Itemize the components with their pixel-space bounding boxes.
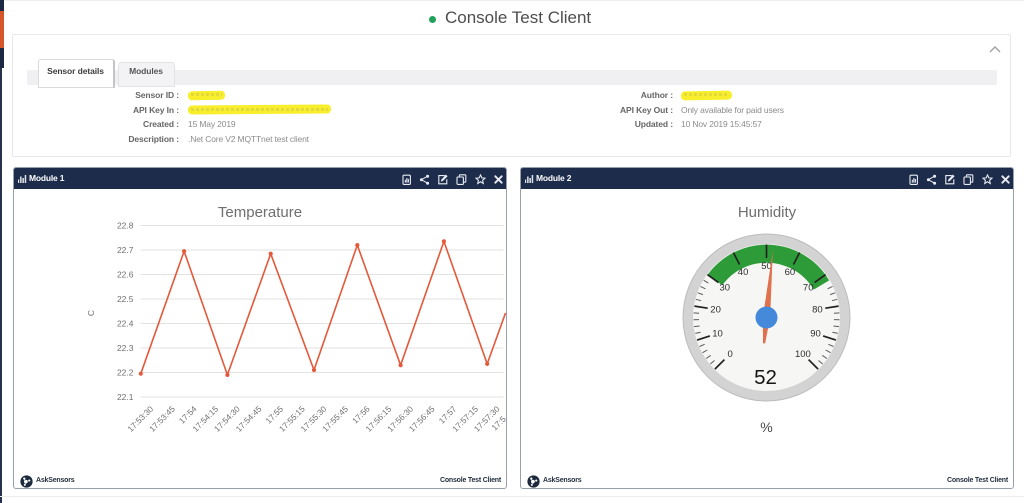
svg-text:30: 30 — [720, 282, 731, 293]
svg-text:22.8: 22.8 — [117, 221, 134, 231]
svg-text:22.5: 22.5 — [117, 294, 134, 304]
svg-text:Temperature: Temperature — [218, 204, 302, 221]
svg-text:%: % — [760, 419, 772, 435]
svg-text:100: 100 — [795, 349, 811, 360]
svg-text:80: 80 — [812, 305, 823, 316]
svg-text:0: 0 — [727, 349, 732, 360]
svg-text:40: 40 — [738, 267, 749, 278]
svg-text:90: 90 — [810, 329, 821, 340]
svg-text:22.2: 22.2 — [117, 368, 134, 378]
svg-text:10: 10 — [712, 329, 723, 340]
svg-text:22.6: 22.6 — [117, 270, 134, 280]
svg-text:C: C — [86, 310, 96, 316]
svg-text:60: 60 — [785, 267, 796, 278]
svg-text:22.3: 22.3 — [117, 343, 134, 353]
svg-text:22.1: 22.1 — [117, 392, 134, 402]
svg-text:20: 20 — [710, 305, 721, 316]
svg-text:Humidity: Humidity — [738, 204, 797, 221]
svg-text:50: 50 — [761, 261, 772, 272]
svg-text:22.7: 22.7 — [117, 245, 134, 255]
svg-text:70: 70 — [803, 282, 814, 293]
svg-text:52: 52 — [754, 366, 777, 389]
svg-text:22.4: 22.4 — [117, 319, 134, 329]
